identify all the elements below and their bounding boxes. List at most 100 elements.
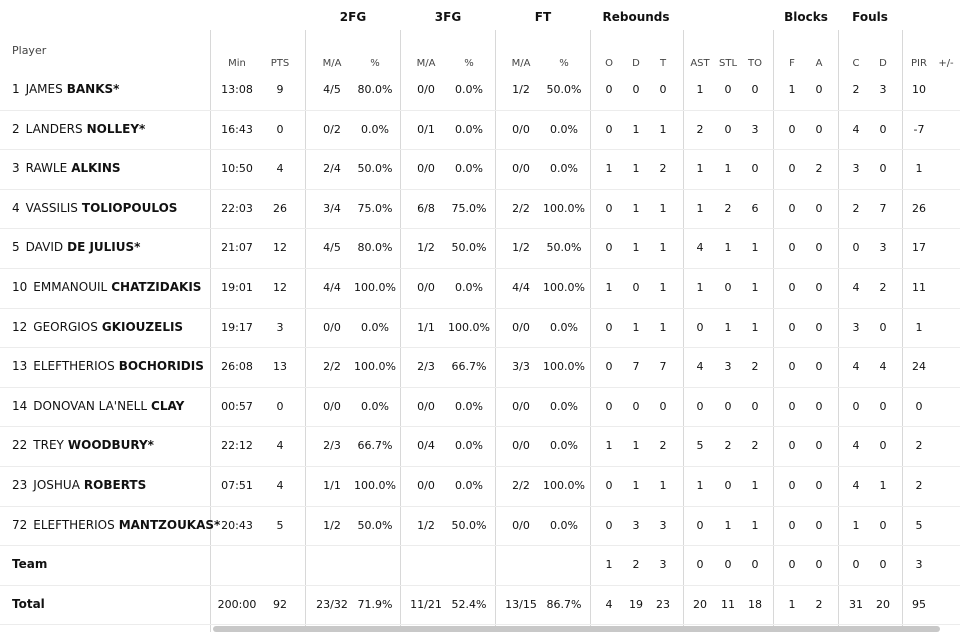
stat-cell: 0 — [815, 201, 823, 215]
column-header[interactable]: A — [815, 58, 823, 69]
stat-cell: 3 — [915, 558, 923, 572]
stat-cell: 86.7% — [546, 597, 582, 611]
column-header[interactable]: O — [605, 58, 613, 69]
table-row: 3 RAWLE ALKINS 10:50 4 2/4 50.0% 0/0 0.0% 0/0 0.0%… — [0, 149, 960, 188]
stat-cell: 0 — [724, 281, 732, 294]
stat-cell: 75.0% — [451, 201, 487, 215]
column-header[interactable]: % — [464, 58, 474, 69]
player-name[interactable]: 22 TREY WOODBURY* — [12, 426, 154, 465]
stat-cell: 13 — [273, 360, 287, 374]
player-first-name: JAMES — [25, 82, 63, 96]
horizontal-scrollbar[interactable] — [213, 626, 940, 632]
stat-cell: 0 — [751, 162, 759, 176]
stat-cell: 23 — [656, 597, 670, 611]
stat-cell: 0 — [605, 320, 613, 334]
stat-cell: 1 — [751, 241, 759, 255]
stat-cell: 100.0% — [543, 201, 585, 215]
player-name[interactable]: 72 ELEFTHERIOS MANTZOUKAS* — [12, 506, 220, 545]
stat-cell: 0 — [696, 518, 704, 532]
stat-cell: 1 — [788, 83, 796, 96]
stat-cell: 4 — [852, 439, 860, 453]
column-header[interactable]: M/A — [511, 58, 531, 69]
stat-cell: 4/4 — [323, 281, 341, 294]
player-first-name: ELEFTHERIOS — [33, 359, 115, 374]
stat-cell: 0 — [879, 518, 887, 532]
column-header[interactable]: D — [632, 58, 640, 69]
stat-cell: 0.0% — [455, 281, 483, 294]
stat-cell: 1 — [659, 241, 667, 255]
player-name[interactable]: 13 ELEFTHERIOS BOCHORIDIS — [12, 347, 204, 386]
player-last-name: TOLIOPOULOS — [81, 200, 178, 215]
stat-cell: 1 — [605, 558, 613, 572]
stat-cell: 4 — [879, 360, 887, 374]
player-name[interactable]: 14 DONOVAN LA'NELL CLAY — [12, 387, 184, 426]
stat-cell: 31 — [849, 597, 863, 611]
stat-cell: 2 — [751, 439, 759, 453]
stat-cell: 0 — [879, 399, 887, 413]
stat-cell: 1 — [659, 122, 667, 136]
player-name[interactable]: 10 EMMANOUIL CHATZIDAKIS — [12, 268, 201, 307]
player-name[interactable]: 23 JOSHUA ROBERTS — [12, 466, 146, 505]
stat-cell: 0 — [788, 241, 796, 255]
column-header[interactable]: T — [659, 58, 667, 69]
stat-cell: 4 — [276, 439, 284, 453]
column-header[interactable]: C — [852, 58, 860, 69]
column-header[interactable]: F — [789, 58, 795, 69]
player-column-header: Player — [12, 44, 47, 57]
player-name[interactable]: 5 DAVID DE JULIUS* — [12, 228, 140, 267]
column-header[interactable]: PTS — [270, 58, 290, 69]
column-header[interactable]: STL — [718, 58, 738, 69]
stat-cell: 0 — [788, 558, 796, 572]
stat-cell: 26 — [912, 201, 926, 215]
column-header[interactable]: TO — [748, 58, 762, 69]
stat-cell: 19:01 — [221, 281, 253, 294]
player-first-name: DAVID — [25, 240, 64, 255]
player-name[interactable]: 12 GEORGIOS GKIOUZELIS — [12, 308, 183, 347]
player-last-name: BOCHORIDIS — [118, 359, 204, 374]
column-header[interactable]: M/A — [322, 58, 342, 69]
stat-cell: 200:00 — [217, 597, 257, 611]
stat-cell: 0 — [632, 399, 640, 413]
stat-cell: 10:50 — [221, 162, 253, 176]
stat-cell: 2 — [724, 439, 732, 453]
column-header[interactable]: % — [559, 58, 569, 69]
column-header[interactable]: D — [879, 58, 887, 69]
stat-cell: 0 — [632, 83, 640, 96]
stat-cell: 0.0% — [455, 122, 483, 136]
column-header[interactable]: +/- — [938, 58, 954, 69]
stat-cell: 0 — [751, 83, 759, 96]
player-number: 12 — [12, 319, 28, 334]
stat-cell: 0 — [788, 518, 796, 532]
row-separator — [0, 347, 960, 349]
column-header[interactable]: % — [370, 58, 380, 69]
player-number: 4 — [12, 200, 20, 215]
stat-cell: 2 — [915, 479, 923, 492]
player-name[interactable]: 4 VASSILIS TOLIOPOULOS — [12, 189, 177, 228]
stat-cell: 0.0% — [455, 399, 483, 413]
player-name[interactable]: 3 RAWLE ALKINS — [12, 149, 121, 188]
table-row: Total 200:00 92 23/32 71.9% 11/21 52.4% 13/15 86… — [0, 585, 960, 624]
stat-cell: -7 — [913, 122, 925, 136]
column-header[interactable]: AST — [690, 58, 710, 69]
stat-cell: 0/0 — [417, 281, 435, 294]
row-separator — [0, 228, 960, 230]
column-header[interactable]: Min — [228, 58, 246, 69]
player-last-name: MANTZOUKAS* — [118, 517, 221, 532]
table-row: 14 DONOVAN LA'NELL CLAY 00:57 0 0/0 0.0% 0/0 0.0… — [0, 387, 960, 426]
stat-cell: 0/0 — [512, 439, 530, 453]
player-number: 72 — [12, 517, 28, 532]
column-divider — [305, 30, 306, 632]
column-divider — [838, 30, 839, 632]
column-header[interactable]: M/A — [416, 58, 436, 69]
column-header[interactable]: PIR — [911, 58, 927, 69]
stat-cell: 0 — [605, 201, 613, 215]
player-name[interactable]: 1 JAMES BANKS* — [12, 70, 119, 109]
row-separator — [0, 386, 960, 388]
stat-cell: 0 — [852, 399, 860, 413]
stat-cell: 3 — [879, 83, 887, 96]
player-last-name: ALKINS — [71, 161, 121, 176]
player-name[interactable]: 2 LANDERS NOLLEY* — [12, 110, 145, 149]
stat-cell: 3/4 — [323, 201, 341, 215]
stat-cell: 1 — [632, 439, 640, 453]
stat-cell: 0.0% — [550, 518, 578, 532]
